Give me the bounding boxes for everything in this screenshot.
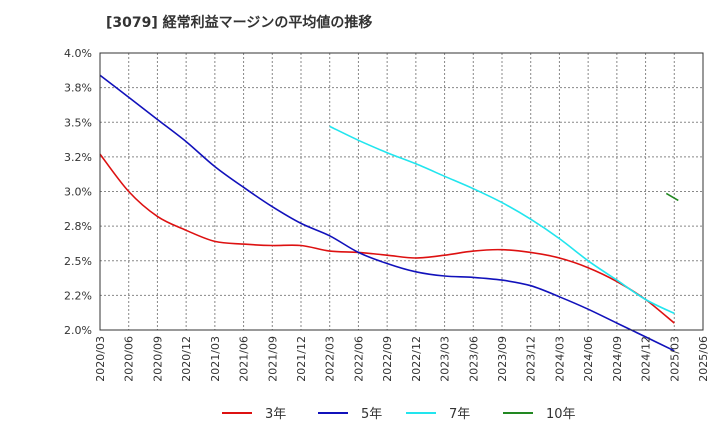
- x-tick-label: 2024/09: [611, 336, 624, 382]
- series-line-3: [329, 125, 675, 315]
- x-tick-label: 2023/09: [496, 336, 509, 382]
- y-tick-label: 3.5%: [64, 116, 92, 129]
- series-line-1: [99, 153, 675, 324]
- x-tick-label: 2021/03: [209, 336, 222, 382]
- x-tick-label: 2023/03: [439, 336, 452, 382]
- y-tick-label: 2.2%: [64, 289, 92, 302]
- x-tick-label: 2022/03: [324, 336, 337, 382]
- legend-label-2: 5年: [361, 407, 382, 422]
- x-tick-label: 2024/06: [582, 336, 595, 382]
- x-tick-label: 2022/09: [381, 336, 394, 382]
- x-tick-label: 2021/09: [266, 336, 279, 382]
- x-tick-label: 2020/12: [180, 336, 193, 382]
- x-axis-ticks: 2020/03 2020/06 2020/09 2020/12 2021/03 2021/…: [94, 336, 710, 382]
- x-tick-label: 2024/12: [640, 336, 653, 382]
- y-tick-label: 3.2%: [64, 151, 92, 164]
- legend-label-3: 7年: [449, 407, 470, 422]
- x-tick-label: 2022/06: [352, 336, 365, 382]
- x-tick-label: 2025/03: [668, 336, 681, 382]
- x-tick-label: 2023/12: [525, 336, 538, 382]
- y-axis-ticks: 2.0% 2.2% 2.5% 2.8% 3.0% 3.2% 3.5% 3.8% 4.0%: [64, 47, 92, 337]
- x-tick-label: 2025/06: [697, 336, 710, 382]
- y-tick-label: 2.5%: [64, 255, 92, 268]
- x-tick-label: 2021/06: [238, 336, 251, 382]
- series-line-4: [665, 192, 679, 202]
- x-tick-label: 2024/03: [553, 336, 566, 382]
- y-tick-label: 2.8%: [64, 220, 92, 233]
- x-tick-label: 2021/12: [295, 336, 308, 382]
- series-line-2: [99, 74, 675, 352]
- chart-title: [3079] 経常利益マージンの平均値の推移: [106, 15, 373, 31]
- y-tick-label: 2.0%: [64, 324, 92, 337]
- x-tick-label: 2020/03: [94, 336, 107, 382]
- y-tick-label: 3.0%: [64, 186, 92, 199]
- series-lines: [99, 74, 679, 352]
- x-tick-label: 2020/09: [151, 336, 164, 382]
- x-tick-label: 2020/06: [123, 336, 136, 382]
- x-tick-label: 2022/12: [410, 336, 423, 382]
- legend-label-4: 10年: [546, 407, 576, 422]
- y-tick-label: 4.0%: [64, 47, 92, 60]
- legend: 3年 5年 7年 10年: [222, 407, 576, 422]
- plot-border: [99, 52, 704, 331]
- grid-lines: [100, 53, 703, 330]
- legend-label-1: 3年: [265, 407, 286, 422]
- x-tick-label: 2023/06: [467, 336, 480, 382]
- y-tick-label: 3.8%: [64, 82, 92, 95]
